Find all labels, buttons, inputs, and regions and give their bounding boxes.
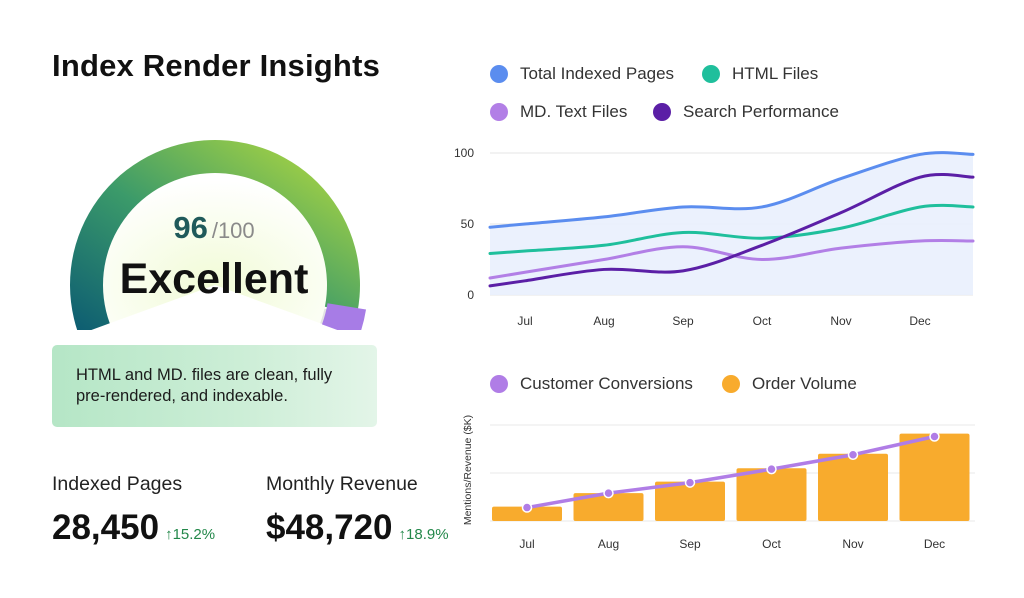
x-tick-label: Nov <box>842 537 863 551</box>
score-max: /100 <box>211 218 255 243</box>
legend-label: HTML Files <box>732 64 819 83</box>
conversion-point <box>684 477 696 488</box>
legend-search-performance[interactable]: Search Performance <box>653 102 839 122</box>
legend-dot-icon <box>702 65 720 83</box>
kpi-value: $48,720 <box>266 508 393 547</box>
legend-md-text-files[interactable]: MD. Text Files <box>490 102 627 122</box>
y-tick-label: 100 <box>454 146 474 160</box>
bar-order-volume <box>492 506 562 521</box>
kpi-label: Indexed Pages <box>52 473 183 495</box>
legend-label: Total Indexed Pages <box>520 64 675 83</box>
legend-label: MD. Text Files <box>520 102 628 121</box>
kpi-value: 28,450 <box>52 508 160 547</box>
bar-order-volume <box>818 453 888 521</box>
line-customer-conversions <box>525 434 937 510</box>
x-tick-label: Aug <box>598 537 619 551</box>
legend-dot-icon <box>653 103 671 121</box>
bar-order-volume <box>899 433 970 521</box>
x-tick-label: Sep <box>672 314 694 328</box>
legend-html-files[interactable]: HTML Files <box>702 64 818 84</box>
gauge-pointer-icon <box>321 303 367 330</box>
x-tick-label: Sep <box>679 537 701 551</box>
page-title: Index Render Insights <box>52 48 381 83</box>
kpi-label: Monthly Revenue <box>266 473 418 495</box>
bar-order-volume <box>736 468 807 521</box>
x-tick-label: Nov <box>830 314 851 328</box>
kpi-change: ↑15.2% <box>165 526 216 543</box>
kpi-indexed-pages: Indexed Pages 28,450 ↑15.2% <box>52 473 215 548</box>
series-line-2 <box>488 239 975 280</box>
gauge-inner-fill <box>103 173 327 324</box>
legend-label: Customer Conversions <box>520 374 693 393</box>
conversion-point <box>929 431 940 442</box>
status-note: HTML and MD. files are clean, fully pre-… <box>52 345 377 427</box>
legend-dot-icon <box>490 103 508 121</box>
kpi-monthly-revenue: Monthly Revenue $48,720 ↑18.9% <box>266 473 449 548</box>
series-line-0 <box>488 151 975 229</box>
gauge-score: 96/100 <box>52 210 376 246</box>
x-tick-label: Oct <box>753 314 772 328</box>
kpi-change: ↑18.9% <box>398 526 449 543</box>
conversion-point <box>766 463 777 475</box>
x-tick-label: Aug <box>593 314 614 328</box>
conversion-point <box>521 502 533 513</box>
gauge-arc-filled <box>70 140 360 330</box>
bar-chart: Mentions/Revenue ($K) Jul Aug Sep Oct Nov Dec <box>462 415 975 551</box>
score-rating: Excellent <box>119 255 309 303</box>
y-tick-label: 50 <box>461 217 475 231</box>
line-chart: 100 50 0 Jul Aug Sep Oct Nov Dec <box>454 146 975 328</box>
series-line-3 <box>488 173 975 288</box>
legend-dot-icon <box>490 65 508 83</box>
x-tick-label: Jul <box>519 537 534 551</box>
x-tick-label: Dec <box>909 314 930 328</box>
x-tick-label: Oct <box>762 537 781 551</box>
x-tick-label: Jul <box>517 314 532 328</box>
bar-order-volume <box>573 493 644 521</box>
y-axis-label: Mentions/Revenue ($K) <box>462 415 474 525</box>
score-gauge <box>70 140 367 330</box>
legend-order-volume[interactable]: Order Volume <box>722 374 857 394</box>
series-line-1 <box>488 203 975 256</box>
legend-total-indexed-pages[interactable]: Total Indexed Pages <box>490 64 674 84</box>
y-tick-label: 0 <box>467 288 474 302</box>
legend-customer-conversions[interactable]: Customer Conversions <box>490 374 693 394</box>
legend-dot-icon <box>722 375 740 393</box>
conversion-point <box>847 449 859 461</box>
legend-label: Order Volume <box>752 374 857 393</box>
x-tick-label: Dec <box>924 537 945 551</box>
score-value: 96 <box>173 210 208 245</box>
legend-label: Search Performance <box>683 102 839 121</box>
bar-order-volume <box>655 481 725 521</box>
conversion-point <box>603 487 614 499</box>
legend-dot-icon <box>490 375 508 393</box>
